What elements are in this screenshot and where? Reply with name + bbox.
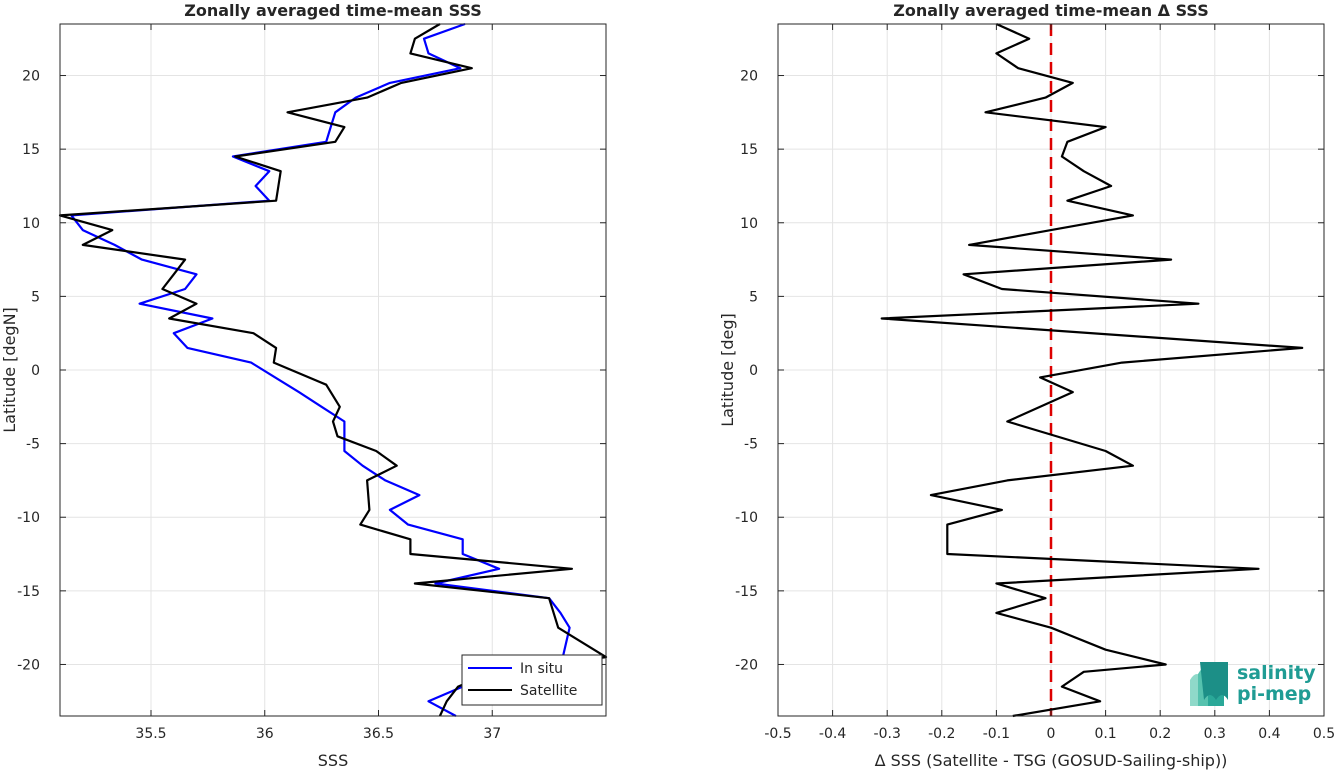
delta-sss-x-tick-label: 0.3 [1204,726,1226,742]
legend-label-satellite: Satellite [520,683,577,699]
sss-x-ticks: 35.5 36 36.5 37 [135,24,501,742]
delta-sss-x-tick-label: -0.3 [874,726,901,742]
sss-y-axis-label: Latitude [degN] [0,307,19,433]
sss-y-tick-label: 20 [22,69,40,85]
delta-sss-y-tick-label: -5 [744,437,758,453]
delta-sss-y-tick-label: -20 [735,657,758,673]
sss-x-axis-label: SSS [318,751,348,770]
logo-text-line1: salinity [1237,662,1316,684]
delta-sss-line-series-0 [880,22,1304,718]
delta-sss-x-axis-label: Δ SSS (Satellite - TSG (GOSUD-Sailing-sh… [875,751,1228,770]
sss-y-tick-label: 10 [22,216,40,232]
delta-sss-y-tick-label: 0 [749,363,758,379]
delta-sss-x-tick-label: -0.5 [764,726,791,742]
sss-y-tick-label: 15 [22,142,40,158]
delta-sss-x-tick-label: -0.4 [819,726,846,742]
sss-y-tick-label: 5 [31,289,40,305]
sss-panel: 35.5 36 36.5 37 -20 -15 -10 -5 0 5 10 15 20 Zonally… [0,1,608,770]
delta-sss-panel: -0.5 -0.4 -0.3 -0.2 -0.1 0 0.1 0.2 0.3 0.4 0.5 -20… [718,1,1335,770]
delta-sss-x-tick-label: 0.1 [1094,726,1116,742]
delta-sss-series [880,22,1304,718]
sss-y-tick-label: -20 [17,657,40,673]
sss-x-tick-label: 36 [256,726,274,742]
delta-sss-y-tick-label: 20 [740,69,758,85]
delta-sss-y-tick-label: -15 [735,584,758,600]
delta-sss-x-tick-label: 0.5 [1313,726,1335,742]
delta-sss-y-tick-label: 5 [749,289,758,305]
delta-sss-x-tick-label: -0.2 [928,726,955,742]
delta-sss-y-tick-label: -10 [735,510,758,526]
logo-text-line2: pi-mep [1237,683,1311,705]
wave-logo-icon [1190,662,1228,706]
sss-x-tick-label: 36.5 [363,726,394,742]
delta-sss-x-tick-label: -0.1 [983,726,1010,742]
sss-y-tick-label: 0 [31,363,40,379]
legend-box [461,654,603,706]
sss-series [58,22,608,717]
delta-sss-y-tick-label: 10 [740,216,758,232]
sss-y-tick-label: -15 [17,584,40,600]
sss-y-tick-label: -10 [17,510,40,526]
sss-chart-title: Zonally averaged time-mean SSS [184,1,482,20]
sss-y-tick-label: -5 [26,437,40,453]
sss-line-satellite [58,23,608,717]
sss-y-ticks: -20 -15 -10 -5 0 5 10 15 20 [17,69,606,673]
delta-sss-x-tick-label: 0.4 [1258,726,1280,742]
salinity-pimep-logo: salinity pi-mep [1190,662,1316,706]
delta-sss-x-tick-label: 0 [1047,726,1056,742]
delta-sss-y-ticks: -20 -15 -10 -5 0 5 10 15 20 [735,69,1324,673]
delta-sss-chart-title: Zonally averaged time-mean Δ SSS [893,1,1209,20]
delta-sss-y-axis-label: Latitude [deg] [718,313,737,427]
delta-sss-x-tick-label: 0.2 [1149,726,1171,742]
sss-x-tick-label: 35.5 [135,726,166,742]
legend: In situ Satellite [461,654,603,706]
sss-x-tick-label: 37 [483,726,501,742]
delta-sss-x-ticks: -0.5 -0.4 -0.3 -0.2 -0.1 0 0.1 0.2 0.3 0.4 0.5 [764,24,1335,742]
legend-label-in-situ: In situ [520,661,563,677]
delta-sss-y-tick-label: 15 [740,142,758,158]
